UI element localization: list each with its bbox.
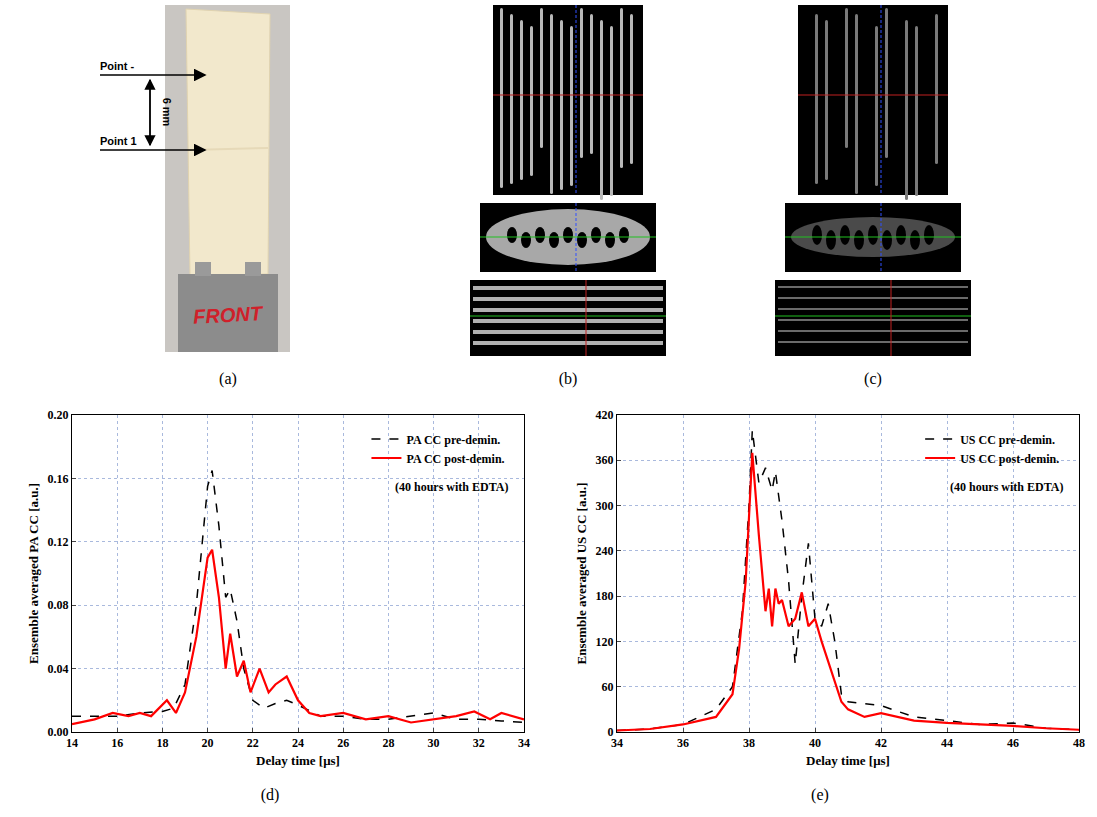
svg-text:0.12: 0.12: [48, 535, 69, 549]
svg-text:36: 36: [677, 736, 689, 750]
svg-text:34: 34: [611, 736, 623, 750]
svg-text:18: 18: [156, 736, 168, 750]
svg-text:240: 240: [596, 544, 614, 558]
svg-text:US CC pre-demin.: US CC pre-demin.: [960, 433, 1055, 447]
svg-text:48: 48: [1073, 736, 1085, 750]
svg-text:0.04: 0.04: [48, 662, 69, 676]
svg-text:20: 20: [202, 736, 214, 750]
svg-text:6 mm: 6 mm: [161, 98, 173, 127]
html-text:(a): (a): [219, 370, 237, 387]
svg-text:(40 hours with EDTA): (40 hours with EDTA): [395, 480, 508, 494]
html-text:(c): (c): [864, 370, 882, 387]
svg-text:Point 1: Point 1: [100, 135, 137, 147]
svg-text:30: 30: [428, 736, 440, 750]
svg-text:US CC post-demin.: US CC post-demin.: [960, 452, 1059, 466]
svg-text:26: 26: [337, 736, 349, 750]
svg-text:FRONT: FRONT: [193, 302, 265, 328]
svg-text:Point -: Point -: [100, 60, 135, 72]
svg-text:22: 22: [247, 736, 259, 750]
svg-text:(40 hours with EDTA): (40 hours with EDTA): [950, 480, 1063, 494]
svg-text:Delay time [μs]: Delay time [μs]: [806, 753, 890, 768]
svg-text:0: 0: [608, 725, 614, 739]
svg-text:Ensemble averaged PA CC [a.u.]: Ensemble averaged PA CC [a.u.]: [26, 483, 41, 664]
svg-text:Ensemble averaged US CC [a.u.]: Ensemble averaged US CC [a.u.]: [574, 483, 589, 665]
svg-text:300: 300: [596, 499, 614, 513]
svg-text:0.08: 0.08: [48, 598, 69, 612]
svg-text:32: 32: [473, 736, 485, 750]
svg-text:0.16: 0.16: [48, 472, 69, 486]
svg-text:34: 34: [518, 736, 530, 750]
html-text:(d): (d): [260, 786, 280, 803]
svg-text:0.20: 0.20: [48, 408, 69, 422]
svg-text:0.00: 0.00: [48, 725, 69, 739]
svg-text:PA CC pre-demin.: PA CC pre-demin.: [406, 433, 500, 447]
svg-text:28: 28: [382, 736, 394, 750]
svg-text:14: 14: [66, 736, 78, 750]
svg-text:Delay time [μs]: Delay time [μs]: [256, 753, 340, 768]
svg-text:420: 420: [596, 408, 614, 422]
svg-text:40: 40: [809, 736, 821, 750]
svg-text:PA CC post-demin.: PA CC post-demin.: [406, 452, 504, 466]
svg-text:44: 44: [941, 736, 953, 750]
svg-text:360: 360: [596, 453, 614, 467]
svg-text:42: 42: [875, 736, 887, 750]
svg-text:120: 120: [596, 635, 614, 649]
svg-text:16: 16: [111, 736, 123, 750]
svg-text:46: 46: [1007, 736, 1019, 750]
svg-text:24: 24: [292, 736, 304, 750]
html-text:(e): (e): [811, 786, 829, 803]
svg-text:180: 180: [596, 589, 614, 603]
html-text:(b): (b): [558, 370, 578, 387]
svg-text:38: 38: [743, 736, 755, 750]
svg-text:60: 60: [602, 680, 614, 694]
